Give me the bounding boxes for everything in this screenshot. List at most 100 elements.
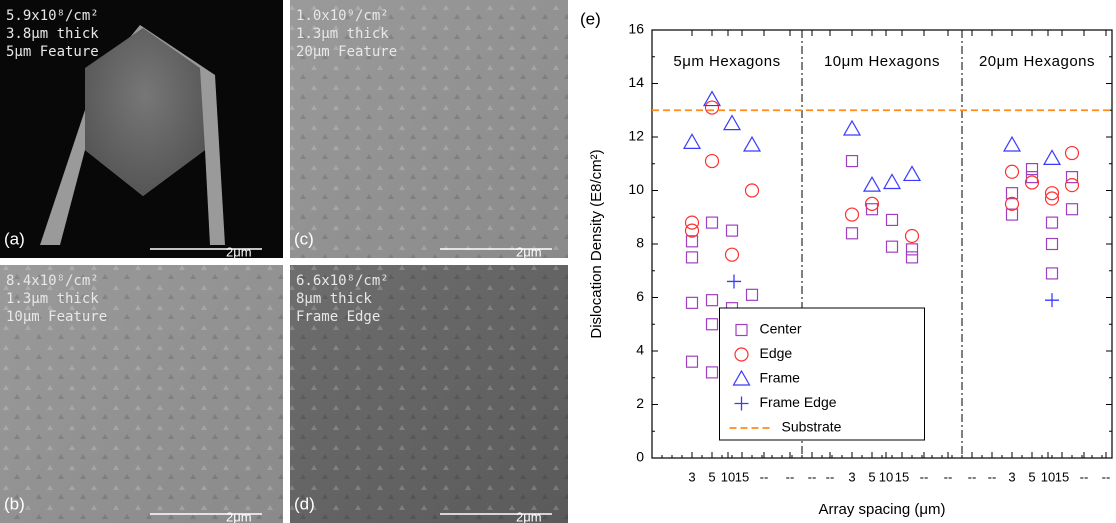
point (707, 295, 718, 306)
point (1047, 239, 1058, 250)
scale-label: 2μm (516, 244, 542, 259)
point (706, 155, 719, 168)
point (907, 244, 918, 255)
x-tick-label: 15 (895, 469, 909, 484)
point (1044, 150, 1060, 164)
point (1047, 268, 1058, 279)
point (1066, 147, 1079, 160)
x-tick-label: -- (1080, 469, 1089, 484)
scale-label: 2μm (226, 244, 252, 259)
point (687, 356, 698, 367)
group-label: 20μm Hexagons (979, 53, 1095, 70)
point (724, 116, 740, 130)
group-label: 5μm Hexagons (673, 53, 780, 70)
y-axis-label: Dislocation Density (E8/cm²) (588, 149, 605, 338)
panel-annotation: 8μm thick (296, 291, 372, 307)
point (906, 229, 919, 242)
point (1006, 197, 1019, 210)
point (747, 289, 758, 300)
panel-annotation: Frame Edge (296, 309, 380, 325)
panel-label: (c) (294, 229, 314, 248)
point (706, 101, 719, 114)
point (684, 134, 700, 148)
panel-annotation: 6.6x10⁸/cm² (296, 273, 389, 289)
x-tick-label: 10 (879, 469, 893, 484)
x-tick-label: 5 (1028, 469, 1035, 484)
scale-label: 2μm (226, 509, 252, 523)
legend-label: Edge (760, 345, 793, 361)
y-tick-label: 8 (636, 235, 644, 251)
point (727, 225, 738, 236)
x-tick-label: -- (968, 469, 977, 484)
x-tick-label: -- (1102, 469, 1111, 484)
x-tick-label: 3 (1008, 469, 1015, 484)
legend-label: Substrate (782, 419, 842, 435)
point (887, 214, 898, 225)
x-tick-label: -- (944, 469, 953, 484)
point (1067, 172, 1078, 183)
y-tick-label: 12 (628, 128, 644, 144)
x-tick-label: -- (760, 469, 769, 484)
group-label: 10μm Hexagons (824, 53, 940, 70)
x-tick-label: 10 (1041, 469, 1055, 484)
chart-title: (e) (580, 9, 601, 28)
point (864, 177, 880, 191)
figure: 5.9x10⁸/cm²3.8μm thick5μm Feature(a)2μm8… (0, 0, 1116, 523)
panel-label: (b) (4, 494, 25, 513)
x-tick-label: 5 (708, 469, 715, 484)
point (686, 216, 699, 229)
point (1006, 165, 1019, 178)
y-tick-label: 10 (628, 181, 644, 197)
point (687, 252, 698, 263)
panel-annotation: 5.9x10⁸/cm² (6, 8, 99, 24)
legend-label: Frame (760, 370, 801, 386)
x-tick-label: 10 (721, 469, 735, 484)
y-tick-label: 0 (636, 449, 644, 465)
panel-annotation: 1.0x10⁹/cm² (296, 8, 389, 24)
point (707, 319, 718, 330)
panel-annotation: 20μm Feature (296, 44, 397, 60)
x-tick-label: 15 (1055, 469, 1069, 484)
panel-annotation: 10μm Feature (6, 309, 107, 325)
x-tick-label: -- (808, 469, 817, 484)
legend-label: Frame Edge (760, 394, 837, 410)
sem-panels (0, 0, 568, 523)
point (846, 208, 859, 221)
x-axis-label: Array spacing (μm) (818, 501, 945, 518)
point (726, 248, 739, 261)
point (844, 121, 860, 135)
x-tick-label: 3 (688, 469, 695, 484)
point (887, 241, 898, 252)
legend-label: Center (760, 321, 802, 337)
point (687, 297, 698, 308)
point (884, 174, 900, 188)
point (1066, 179, 1079, 192)
x-tick-label: 3 (848, 469, 855, 484)
x-tick-label: 5 (868, 469, 875, 484)
point (727, 274, 741, 288)
x-tick-label: -- (826, 469, 835, 484)
panel-label: (d) (294, 494, 315, 513)
point (1004, 137, 1020, 151)
point (744, 137, 760, 151)
x-tick-label: -- (920, 469, 929, 484)
panel-annotation: 1.3μm thick (6, 291, 99, 307)
panel-annotation: 1.3μm thick (296, 26, 389, 42)
point (1047, 217, 1058, 228)
y-tick-label: 14 (628, 74, 644, 90)
point (847, 156, 858, 167)
panel-annotation: 8.4x10⁸/cm² (6, 273, 99, 289)
x-tick-label: -- (786, 469, 795, 484)
y-tick-label: 16 (628, 21, 644, 37)
y-tick-label: 6 (636, 288, 644, 304)
panel-label: (a) (4, 229, 25, 248)
point (1027, 164, 1038, 175)
point (686, 224, 699, 237)
x-tick-label: 15 (735, 469, 749, 484)
y-tick-label: 4 (636, 342, 644, 358)
panel-annotation: 3.8μm thick (6, 26, 99, 42)
point (707, 217, 718, 228)
x-tick-label: -- (988, 469, 997, 484)
point (904, 166, 920, 180)
point (707, 367, 718, 378)
